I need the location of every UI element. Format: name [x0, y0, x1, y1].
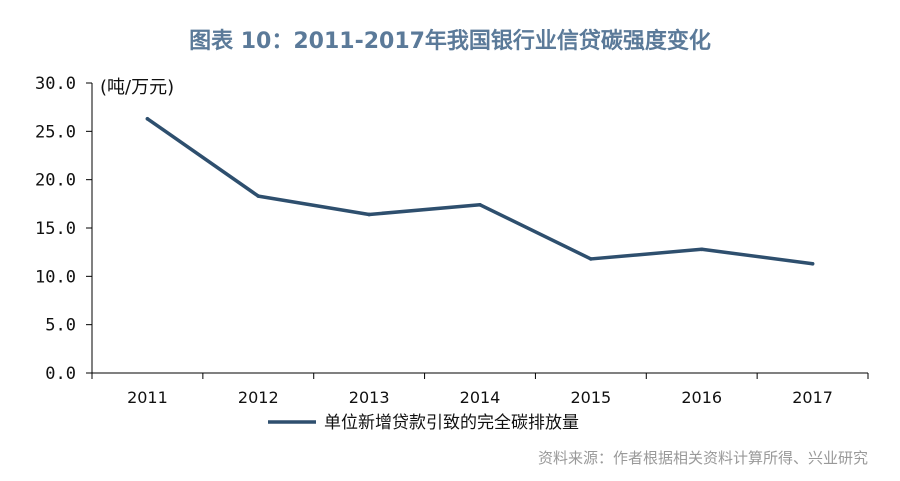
x-tick-label: 2012: [238, 388, 279, 407]
x-tick-label: 2014: [460, 388, 501, 407]
x-tick-label: 2016: [681, 388, 722, 407]
data-point: [699, 247, 704, 252]
y-tick-label: 5.0: [45, 316, 76, 336]
legend: 单位新增贷款引致的完全碳排放量: [268, 413, 579, 433]
chart-title: 图表 10：2011-2017年我国银行业信贷碳强度变化: [189, 28, 711, 54]
y-tick-label: 0.0: [45, 364, 76, 384]
data-point: [256, 194, 261, 198]
series-layer: [145, 116, 815, 266]
x-tick-label: 2017: [792, 388, 833, 407]
x-axis-ticks: 2011 2012 2013 2014 2015 2016 2017: [91, 373, 869, 407]
y-tick-label: 20.0: [35, 171, 76, 191]
data-point: [367, 212, 371, 217]
y-tick-label: 25.0: [35, 122, 76, 142]
data-point: [145, 116, 150, 121]
y-axis-unit-label: (吨/万元): [100, 77, 174, 98]
data-point: [589, 257, 593, 261]
legend-label: 单位新增贷款引致的完全碳排放量: [324, 413, 579, 433]
y-tick-label: 10.0: [35, 267, 76, 287]
y-tick-label: 30.0: [35, 74, 76, 94]
data-point: [478, 203, 482, 207]
y-axis-ticks: 0.0 5.0 10.0 15.0 20.0 25.0 30.0: [35, 74, 92, 384]
series-line: [145, 117, 815, 266]
data-point: [810, 261, 815, 266]
x-tick-label: 2013: [349, 388, 390, 407]
x-tick-label: 2015: [570, 388, 611, 407]
y-tick-label: 15.0: [35, 219, 76, 239]
x-tick-label: 2011: [127, 388, 168, 407]
source-note: 资料来源：作者根据相关资料计算所得、兴业研究: [538, 449, 868, 467]
